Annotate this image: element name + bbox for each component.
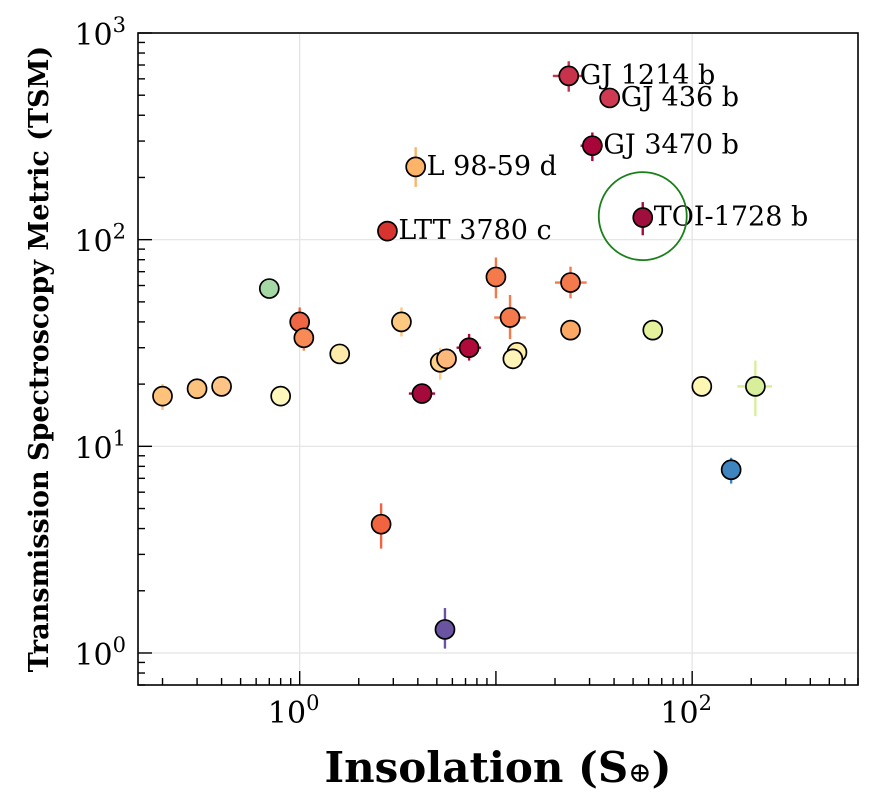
data-point [691, 376, 713, 397]
point-label: TOI-1728 b [654, 202, 809, 233]
y-tick-label-exponent: 2 [113, 220, 126, 244]
data-point [434, 619, 456, 640]
y-tick-label: 100 [74, 633, 126, 673]
x-tick-label-base: 10 [268, 696, 306, 731]
grid-layer [138, 32, 858, 685]
data-point [558, 65, 580, 87]
data-point [599, 87, 621, 109]
data-point [485, 266, 507, 288]
plot-frame [137, 32, 859, 686]
data-point [370, 513, 392, 535]
y-tick-label-exponent: 1 [113, 426, 126, 450]
data-point [642, 319, 664, 341]
x-tick-label: 102 [660, 691, 712, 731]
x-tick-label-exponent: 0 [306, 691, 319, 715]
data-point [502, 348, 524, 370]
point-label: GJ 3470 b [603, 130, 739, 161]
x-axis-title-close: ) [652, 743, 672, 792]
data-point [377, 220, 398, 242]
y-tick-label: 102 [74, 220, 126, 260]
data-point [152, 385, 173, 407]
y-tick-label-base: 10 [74, 225, 112, 260]
data-point [436, 348, 457, 370]
data-point [405, 156, 427, 178]
x-tick-label-exponent: 2 [699, 691, 712, 715]
data-point [258, 278, 280, 299]
data-point [581, 135, 603, 157]
data-point [293, 327, 315, 349]
y-tick-label-base: 10 [74, 638, 112, 673]
data-point [329, 343, 351, 365]
data-point [211, 376, 232, 397]
point-label: LTT 3780 c [398, 215, 551, 246]
y-tick-label: 101 [74, 426, 126, 466]
highlight-circle [597, 171, 688, 262]
data-point [391, 311, 412, 333]
point-label: GJ 1214 b [580, 60, 716, 91]
y-tick-label-base: 10 [74, 431, 112, 466]
highlight-layer [597, 171, 688, 262]
data-points [152, 65, 766, 640]
x-axis-title-symbol: ⊕ [628, 756, 651, 789]
x-axis-title-text: Insolation (S [324, 743, 628, 792]
data-point [632, 207, 654, 228]
y-tick-label-exponent: 0 [113, 633, 126, 657]
point-labels: GJ 1214 b GJ 3470 b L 98-59 d TOI-1728 b LTT… [398, 60, 808, 246]
data-point [720, 459, 742, 481]
y-tick-label-base: 10 [74, 18, 112, 53]
data-point [411, 383, 433, 404]
y-tick-label-exponent: 3 [113, 13, 126, 37]
data-point [499, 307, 521, 328]
data-point [186, 378, 208, 400]
data-point [560, 319, 581, 341]
data-point [458, 337, 480, 359]
y-axis-title: Transmission Spectroscopy Metric (TSM) [24, 46, 55, 672]
x-axis-title: Insolation (S⊕) [324, 743, 671, 792]
data-point [270, 385, 292, 407]
point-label: GJ 436 b [621, 82, 739, 113]
x-tick-label-base: 10 [660, 696, 698, 731]
y-tick-label: 103 [74, 13, 126, 53]
x-tick-label: 100 [268, 691, 320, 731]
data-point [560, 272, 581, 293]
point-label: L 98-59 d [427, 151, 557, 182]
data-point [745, 376, 766, 397]
